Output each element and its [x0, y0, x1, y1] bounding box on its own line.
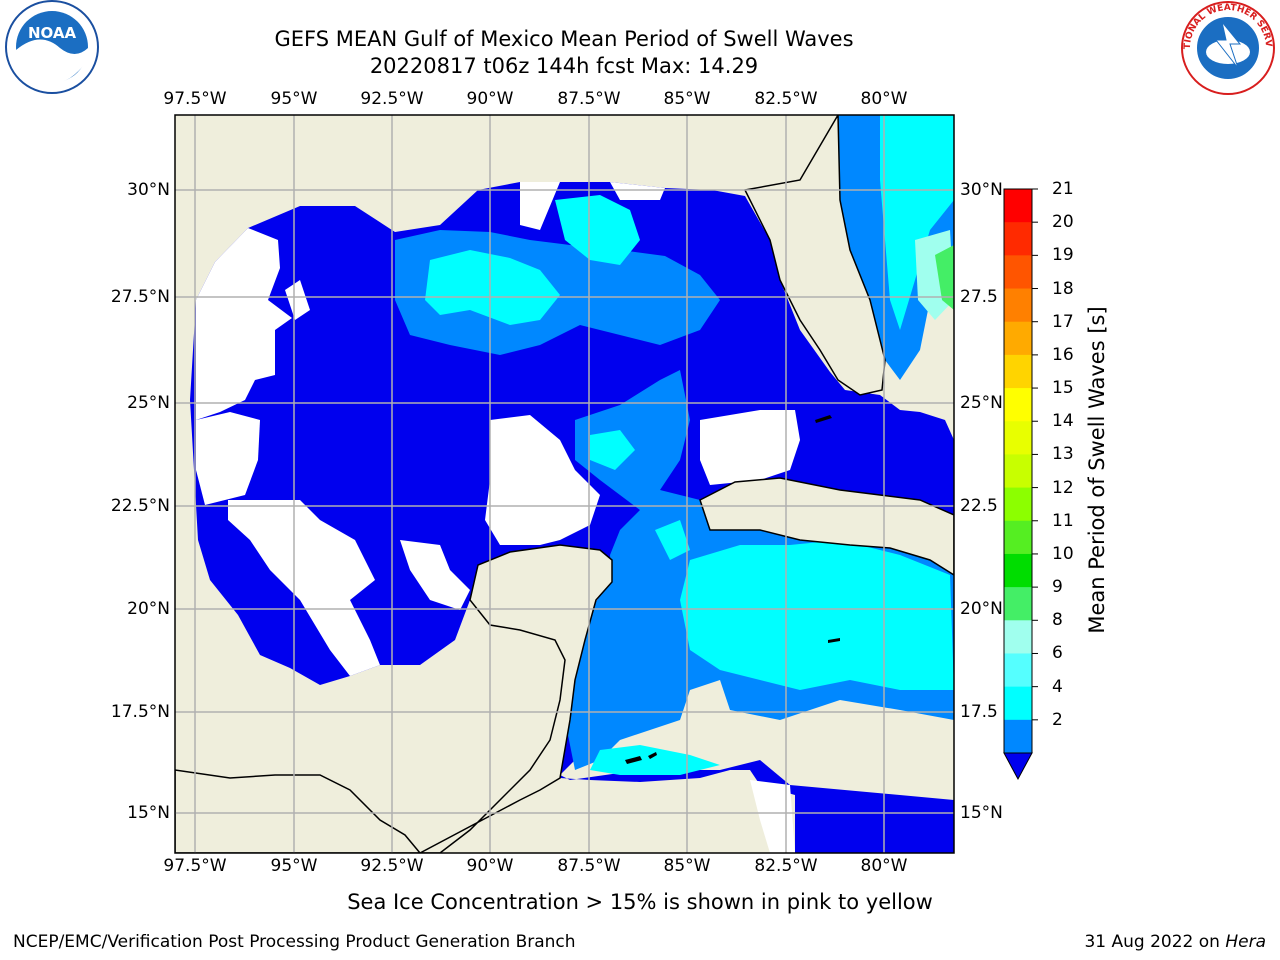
- lon-tick-label: 97.5°W: [163, 856, 227, 876]
- coastlines: [175, 115, 954, 853]
- lat-tick-label-left: 30°N: [127, 180, 170, 200]
- lon-tick-label: 85°W: [663, 856, 711, 876]
- lat-tick-label-right: 20°N: [960, 599, 1003, 619]
- colorbar-band: [1004, 587, 1032, 621]
- lon-tick-label: 97.5°W: [163, 89, 227, 109]
- islands: [625, 415, 840, 764]
- lon-tick-label: 82.5°W: [754, 89, 818, 109]
- sea-ice-note: Sea Ice Concentration > 15% is shown in …: [347, 890, 933, 914]
- colorbar-extend-arrow: [1003, 752, 1033, 781]
- colorbar-label: 18: [1052, 278, 1074, 299]
- lon-tick-label: 92.5°W: [360, 856, 424, 876]
- colorbar-band: [1004, 354, 1032, 389]
- colorbar-band: [1004, 255, 1032, 290]
- lon-tick-label: 80°W: [860, 856, 908, 876]
- colorbar-band: [1004, 719, 1032, 754]
- lat-tick-label-left: 17.5°N: [110, 702, 170, 722]
- lon-tick-label: 82.5°W: [754, 856, 818, 876]
- lon-tick-label: 95°W: [270, 89, 318, 109]
- nws-logo: NATIONAL WEATHER SERVICE: [0, 0, 1275, 95]
- lat-tick-label-right: 30°N: [960, 180, 1003, 200]
- colorbar-label: 9: [1052, 577, 1063, 598]
- colorbar-label: 20: [1052, 212, 1074, 233]
- colorbar-label: 19: [1052, 245, 1074, 266]
- lon-tick-label: 80°W: [860, 89, 908, 109]
- map-frame: [174, 114, 955, 854]
- colorbar-band: [1004, 321, 1032, 356]
- lat-tick-label-right: 15°N: [960, 803, 1003, 823]
- lon-tick-label: 87.5°W: [557, 856, 621, 876]
- lat-tick-label-left: 25°N: [127, 393, 170, 413]
- noaa-logo: NOAA: [5, 0, 99, 94]
- lon-tick-label: 85°W: [663, 89, 711, 109]
- lat-tick-label-right: 27.5: [960, 287, 998, 307]
- colorbar-label: 21: [1052, 179, 1074, 199]
- lat-tick-label-left: 22.5°N: [110, 496, 170, 516]
- colorbar-label: 6: [1052, 643, 1063, 664]
- colorbar-label: 17: [1052, 311, 1074, 332]
- colorbar-label: 15: [1052, 378, 1074, 399]
- lat-tick-label-right: 22.5: [960, 496, 998, 516]
- lat-tick-label-left: 27.5°N: [110, 287, 170, 307]
- colorbar-band: [1004, 288, 1032, 323]
- lat-tick-label-left: 20°N: [127, 599, 170, 619]
- footer-date: 31 Aug 2022 on Hera: [1084, 932, 1266, 952]
- lat-tick-label-left: 15°N: [127, 803, 170, 823]
- colorbar-label: 12: [1052, 477, 1074, 498]
- colorbar-band: [1004, 686, 1032, 721]
- colorbar-label: 11: [1052, 510, 1074, 531]
- lon-tick-label: 92.5°W: [360, 89, 424, 109]
- colorbar-band: [1004, 454, 1032, 489]
- colorbar-band: [1004, 620, 1032, 654]
- svg-text:NOAA: NOAA: [28, 24, 77, 42]
- colorbar-band: [1004, 222, 1032, 256]
- colorbar-label: 8: [1052, 610, 1063, 631]
- colorbar-band: [1004, 189, 1032, 223]
- colorbar-label: 4: [1052, 676, 1063, 697]
- colorbar-label: 14: [1052, 411, 1074, 432]
- lat-tick-label-right: 25°N: [960, 393, 1003, 413]
- colorbar-label: 16: [1052, 344, 1074, 365]
- svg-text:NATIONAL WEATHER SERVICE: NATIONAL WEATHER SERVICE: [0, 0, 1273, 49]
- colorbar-label: 2: [1052, 709, 1063, 730]
- footer-date-text: 31 Aug 2022 on: [1084, 932, 1226, 952]
- colorbar-band: [1004, 487, 1032, 522]
- colorbar-band: [1004, 553, 1032, 588]
- footer-host: Hera: [1225, 932, 1266, 952]
- period-4-6s: [425, 115, 954, 775]
- colorbar: [1003, 188, 1038, 781]
- colorbar-label: 13: [1052, 444, 1074, 465]
- map-title: GEFS MEAN Gulf of Mexico Mean Period of …: [274, 27, 854, 51]
- lon-tick-label: 87.5°W: [557, 89, 621, 109]
- lat-tick-label-right: 17.5: [960, 702, 998, 722]
- footer-credit: NCEP/EMC/Verification Post Processing Pr…: [13, 932, 576, 952]
- colorbar-band: [1004, 388, 1032, 422]
- no-data-regions: [196, 182, 800, 853]
- colorbar-band: [1004, 653, 1032, 688]
- lon-tick-label: 95°W: [270, 856, 318, 876]
- colorbar-band: [1004, 421, 1032, 455]
- colorbar-label: 10: [1052, 543, 1074, 564]
- lon-tick-label: 90°W: [466, 856, 514, 876]
- period-8-10s: [935, 245, 954, 310]
- colorbar-band: [1004, 520, 1032, 555]
- map-subtitle: 20220817 t06z 144h fcst Max: 14.29: [369, 54, 759, 78]
- map-area: [175, 115, 954, 853]
- colorbar-frame: [1003, 188, 1033, 754]
- colorbar-title: Mean Period of Swell Waves [s]: [1085, 306, 1109, 634]
- lon-tick-label: 90°W: [466, 89, 514, 109]
- gridlines: [175, 115, 954, 853]
